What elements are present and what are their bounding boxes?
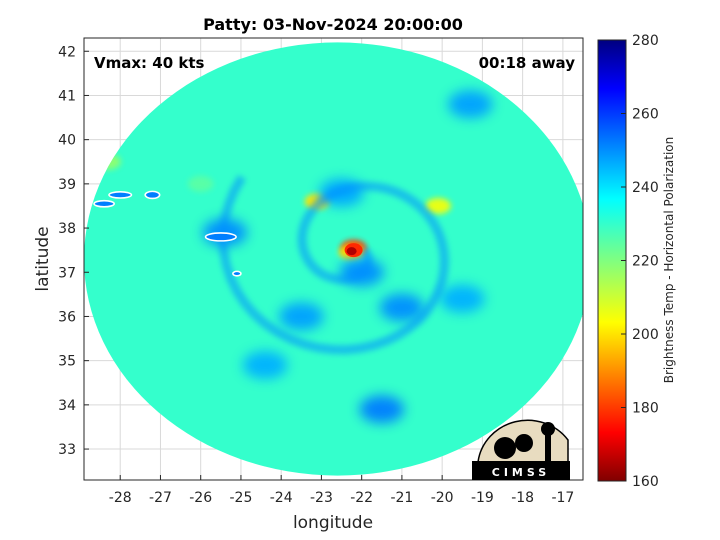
island-outline — [204, 232, 237, 242]
x-tick-label: -27 — [149, 490, 172, 506]
logo-text: CIMSS — [492, 466, 550, 479]
swath-background — [84, 42, 583, 476]
data-feature — [379, 293, 425, 322]
y-tick-label: 33 — [58, 442, 76, 458]
colorbar-tick-label: 160 — [632, 474, 659, 490]
cimss-logo: CIMSS — [472, 419, 570, 480]
y-axis-label: latitude — [33, 226, 53, 291]
time-away-annotation: 00:18 away — [479, 54, 576, 72]
x-axis-ticks: -28 -27 -26 -25 -24 -23 -22 -21 -20 -19 -18 -17 — [109, 475, 574, 506]
plot-area: -28 -27 -26 -25 -24 -23 -22 -21 -20 -19 -18 -17 333… — [58, 37, 584, 506]
y-tick-label: 37 — [58, 265, 76, 281]
x-tick-label: -19 — [471, 490, 494, 506]
rain-band — [218, 174, 450, 355]
colorbar-tick-label: 240 — [632, 180, 659, 196]
island-outline — [232, 270, 242, 277]
x-tick-label: -23 — [310, 490, 333, 506]
y-tick-label: 38 — [58, 221, 76, 237]
colorbar-label: Brightness Temp - Horizontal Polarizatio… — [662, 137, 676, 384]
logo-dish-icon — [494, 437, 516, 459]
x-tick-label: -17 — [551, 490, 574, 506]
chart-title: Patty: 03-Nov-2024 20:00:00 — [203, 15, 463, 34]
x-tick-label: -20 — [431, 490, 454, 506]
colorbar-tick-label: 180 — [632, 401, 659, 417]
colorbar-tick-label: 260 — [632, 107, 659, 123]
y-tick-label: 35 — [58, 354, 76, 370]
coastlines — [93, 190, 242, 277]
island-outline — [108, 191, 133, 199]
logo-text-bar — [472, 461, 570, 480]
data-feature — [439, 284, 485, 313]
logo-tower-icon — [541, 422, 555, 436]
data-feature — [425, 197, 451, 214]
colorbar-tick-label: 220 — [632, 254, 659, 270]
vmax-annotation: Vmax: 40 kts — [94, 54, 204, 72]
colorbar-tick-label: 200 — [632, 327, 659, 343]
x-tick-label: -21 — [390, 490, 413, 506]
data-feature — [187, 175, 214, 192]
y-tick-label: 39 — [58, 177, 76, 193]
y-tick-label: 34 — [58, 398, 76, 414]
swath-data — [84, 42, 583, 476]
x-tick-label: -24 — [270, 490, 293, 506]
data-feature — [359, 395, 405, 424]
y-tick-label: 42 — [58, 44, 76, 60]
y-axis-ticks: 33 34 35 36 37 38 39 40 41 42 — [58, 44, 89, 458]
y-tick-label: 36 — [58, 309, 76, 325]
data-feature — [242, 351, 288, 380]
island-outline — [93, 199, 115, 208]
y-tick-label: 41 — [58, 88, 76, 104]
storm-core-center — [346, 247, 357, 256]
y-tick-label: 40 — [58, 133, 76, 149]
x-tick-label: -26 — [189, 490, 212, 506]
colorbar: 160 180 200 220 240 260 280 Brightness Temp - … — [597, 33, 676, 490]
plot-frame — [83, 37, 584, 481]
colorbar-tick-label: 280 — [632, 33, 659, 49]
colorbar-ticks: 160 180 200 220 240 260 280 — [621, 33, 659, 490]
logo-dish-icon — [515, 434, 533, 452]
x-tick-label: -18 — [511, 490, 534, 506]
data-feature — [447, 90, 493, 119]
data-feature — [278, 302, 324, 331]
x-tick-label: -25 — [230, 490, 253, 506]
island-outline — [144, 190, 161, 200]
x-tick-label: -22 — [350, 490, 373, 506]
x-axis-label: longitude — [293, 513, 373, 533]
logo-tower-icon — [545, 430, 551, 462]
x-tick-label: -28 — [109, 490, 132, 506]
